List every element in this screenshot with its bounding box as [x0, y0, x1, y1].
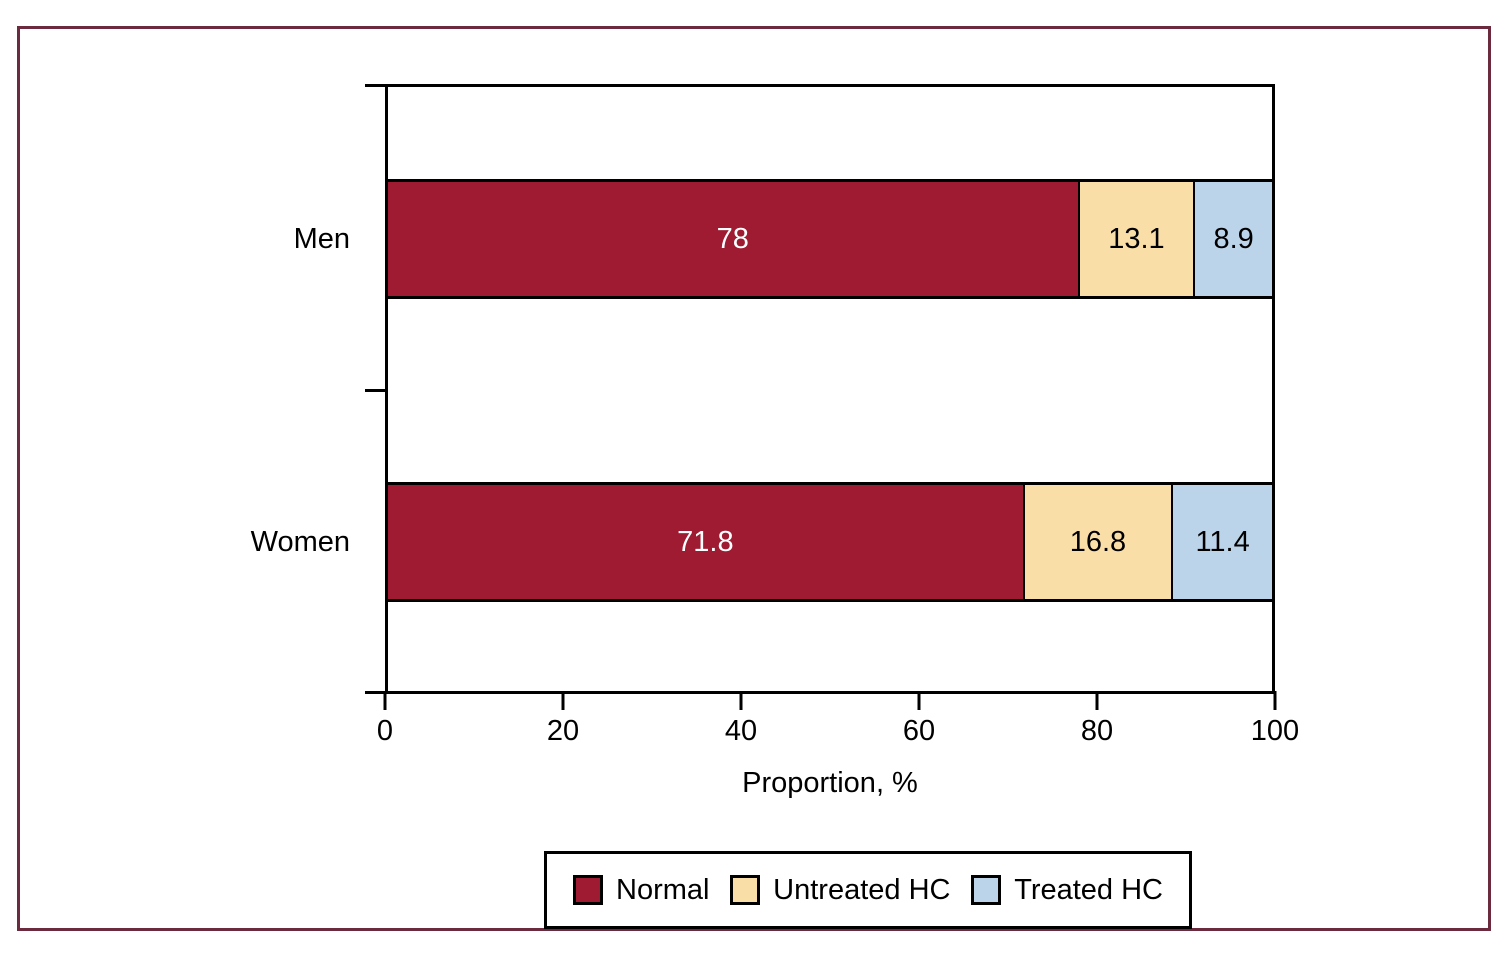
x-tick	[1095, 691, 1099, 710]
bar-value-label: 71.8	[677, 525, 734, 558]
x-tick-label: 40	[724, 715, 758, 747]
bar-value-label: 8.9	[1213, 222, 1254, 255]
bar-segment-normal: 71.8	[388, 485, 1023, 599]
x-tick	[383, 691, 387, 710]
y-axis-boundary-tick-top	[365, 84, 385, 87]
bar-value-label: 16.8	[1069, 525, 1127, 558]
y-axis-boundary-tick-middle	[365, 389, 385, 392]
bar-value-label: 13.1	[1108, 222, 1165, 255]
legend-swatch-treated-hc	[971, 875, 1002, 905]
plot-area: 78 13.1 8.9 71.8 16.8 11.4	[385, 84, 1275, 694]
bar-segment-treated-hc: 11.4	[1171, 485, 1272, 599]
x-tick-label: 0	[376, 715, 394, 747]
bar-value-label: 11.4	[1195, 525, 1250, 558]
bar-value-label: 78	[716, 222, 749, 255]
legend-item-untreated-hc: Untreated HC	[730, 875, 950, 905]
figure-border: 78 13.1 8.9 71.8 16.8 11.4 Men Women 0 20 40 60 8…	[17, 26, 1491, 931]
x-tick-label: 60	[902, 715, 936, 747]
x-tick	[1273, 691, 1277, 710]
x-axis-left-extension	[365, 691, 385, 694]
x-tick-label: 100	[1250, 715, 1300, 747]
x-tick-label: 20	[546, 715, 580, 747]
x-tick-label: 80	[1080, 715, 1114, 747]
legend-item-treated-hc: Treated HC	[971, 875, 1163, 905]
legend-swatch-normal	[573, 875, 603, 905]
legend-item-normal: Normal	[573, 875, 709, 905]
legend-label: Treated HC	[1014, 873, 1163, 906]
x-axis-title: Proportion, %	[742, 767, 918, 799]
bar-segment-untreated-hc: 13.1	[1077, 182, 1194, 296]
bar-segment-untreated-hc: 16.8	[1022, 485, 1172, 599]
bar-men: 78 13.1 8.9	[388, 179, 1272, 299]
category-label-men: Men	[293, 223, 350, 255]
bar-segment-treated-hc: 8.9	[1193, 182, 1272, 296]
legend-label: Untreated HC	[773, 873, 951, 906]
legend-label: Normal	[616, 873, 710, 906]
category-label-women: Women	[250, 526, 350, 558]
x-tick	[739, 691, 743, 710]
bar-segment-normal: 78	[388, 182, 1078, 296]
x-tick	[917, 691, 921, 710]
legend-swatch-untreated-hc	[730, 875, 761, 905]
x-tick	[561, 691, 565, 710]
bar-women: 71.8 16.8 11.4	[388, 482, 1272, 602]
x-axis: 0 20 40 60 80 100	[377, 691, 1299, 764]
legend: Normal Untreated HC Treated HC	[544, 851, 1192, 929]
